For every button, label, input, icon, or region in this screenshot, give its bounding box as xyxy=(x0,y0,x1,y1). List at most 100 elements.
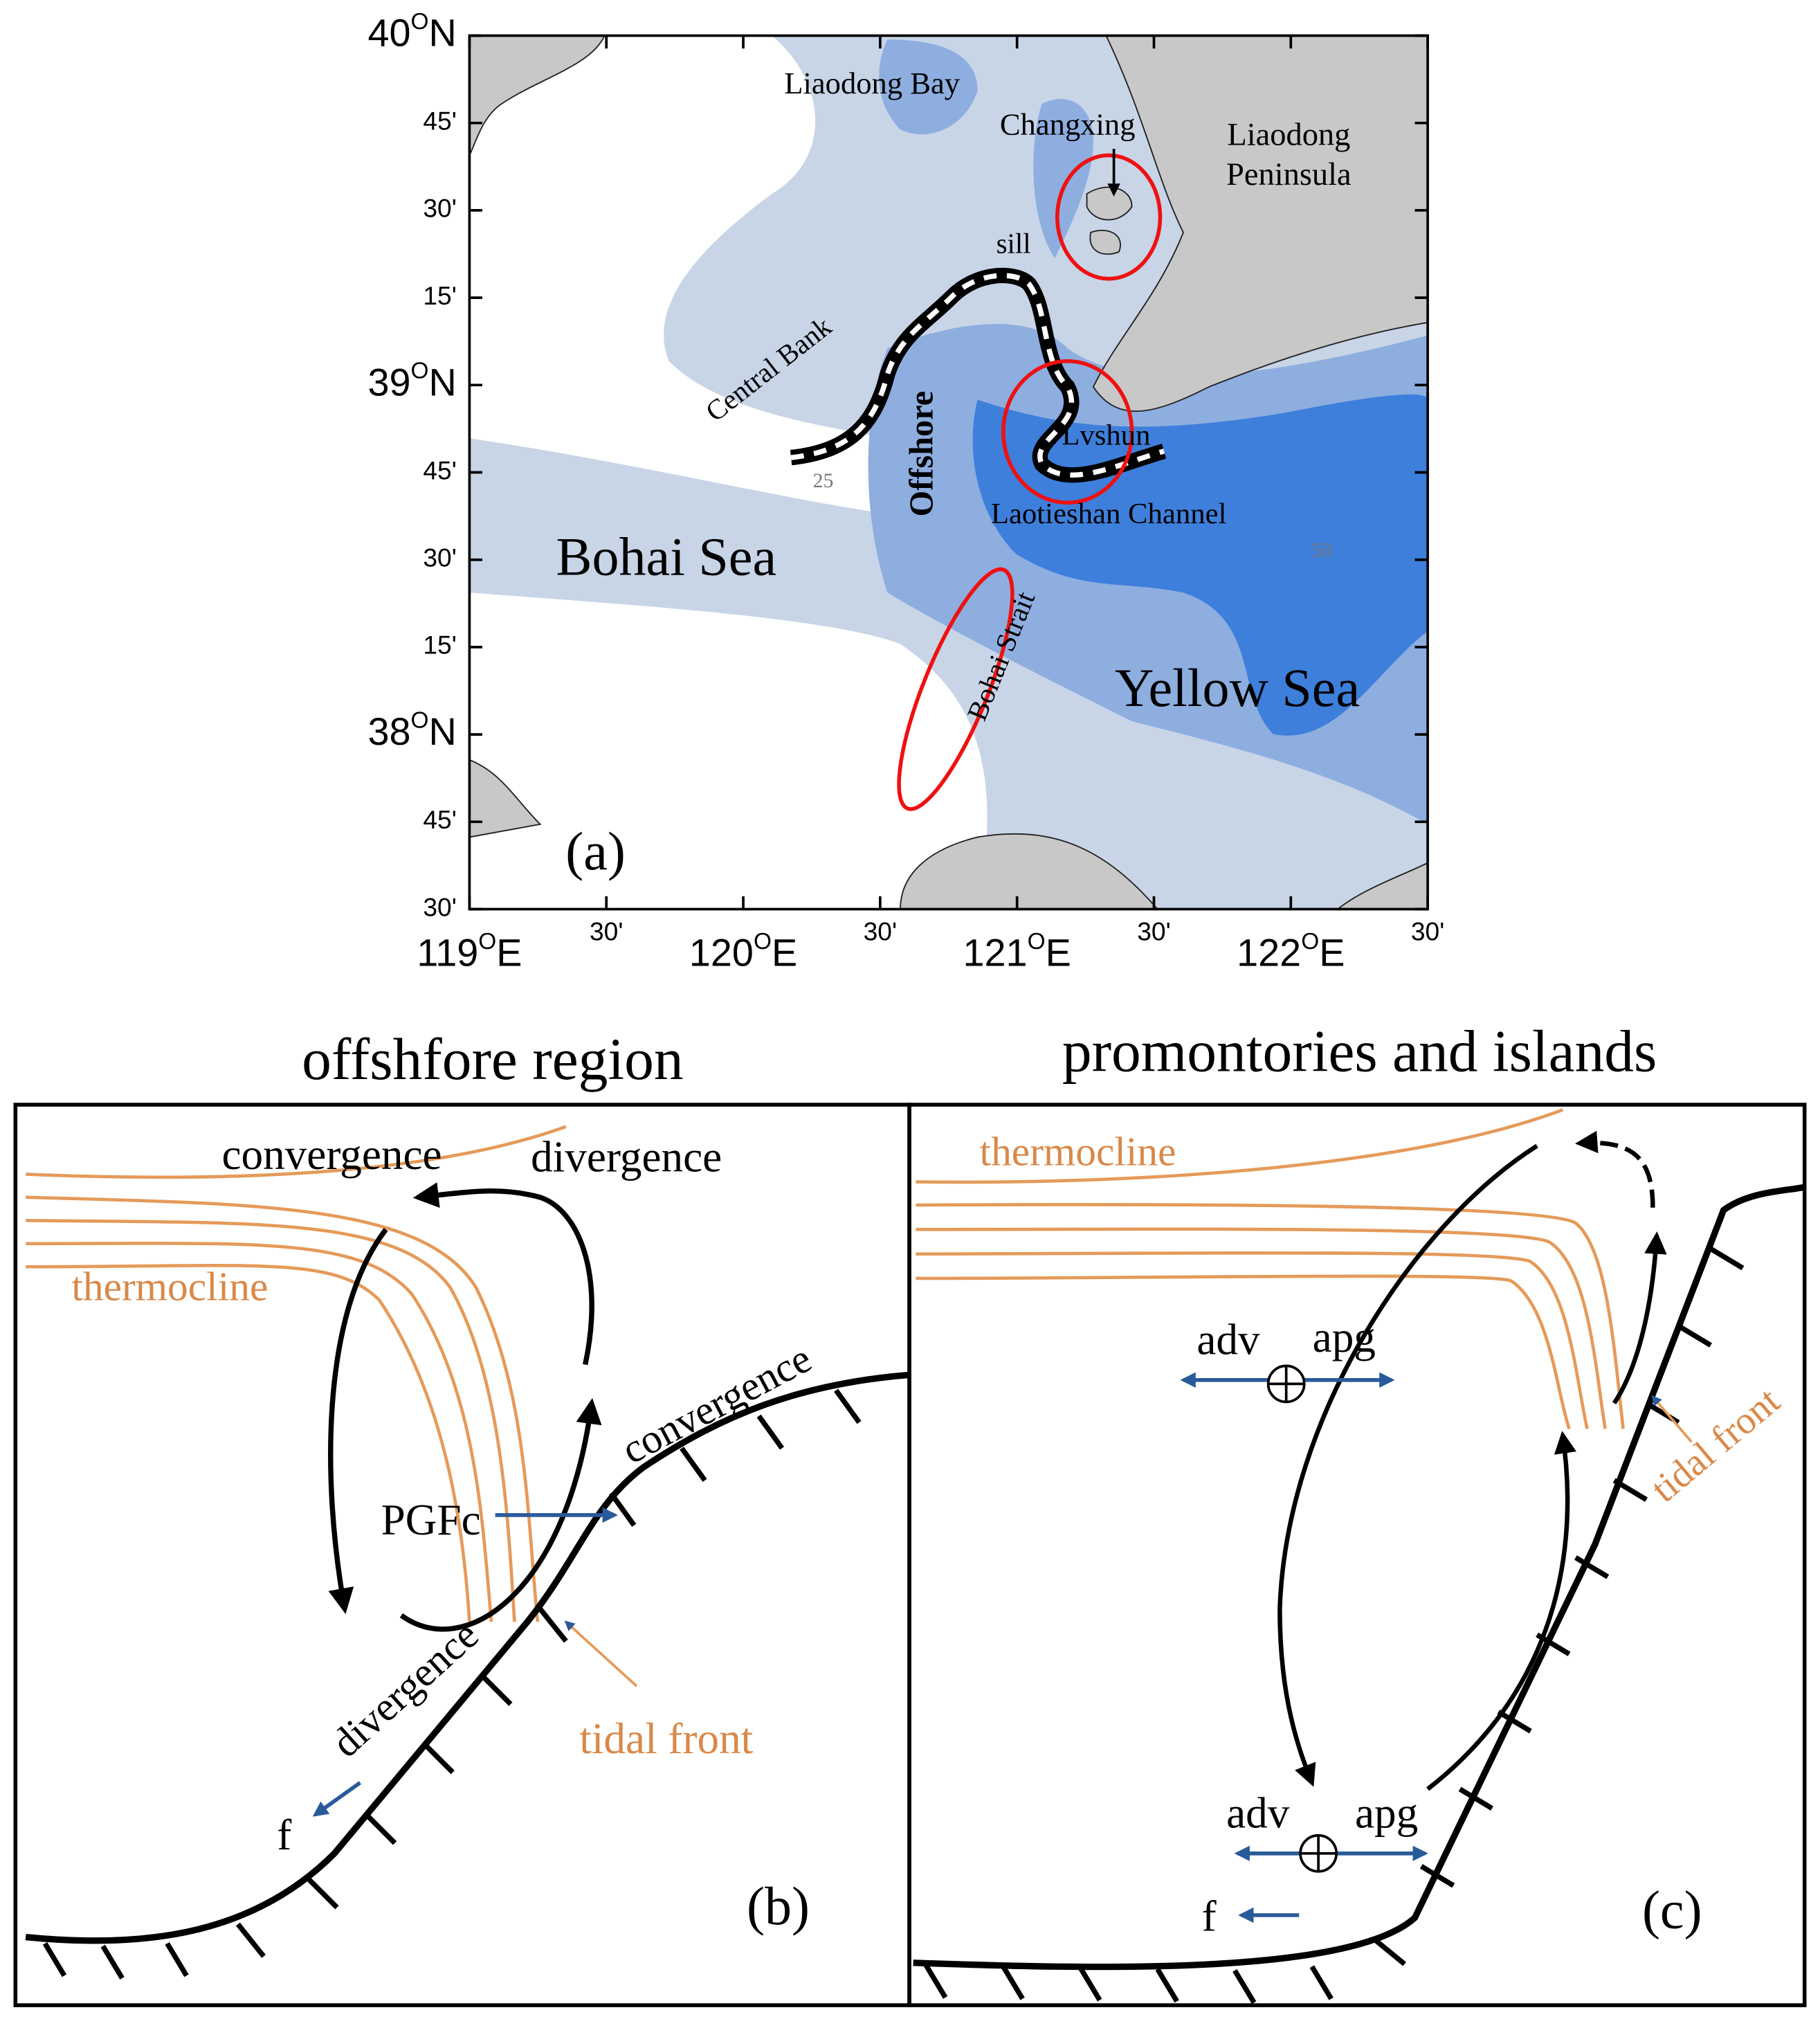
tick-label: 15' xyxy=(423,281,456,310)
seabed-hatch xyxy=(1309,1965,1334,2000)
tick-hemisphere: E xyxy=(1319,931,1345,974)
seabed-hatch xyxy=(100,1944,125,1980)
diagram-label: adv xyxy=(1196,1316,1260,1364)
tick-label: 39ON xyxy=(368,359,457,404)
tick-label: 121OE xyxy=(963,929,1071,974)
tick-label: 30' xyxy=(423,892,456,921)
seabed-hatch xyxy=(1155,1968,1179,2003)
tick-degrees: 120 xyxy=(689,931,754,974)
tick-label: 38ON xyxy=(368,707,457,752)
tick-degree-sign: O xyxy=(411,9,429,35)
tick-label: 122OE xyxy=(1237,929,1345,974)
seabed-hatch xyxy=(834,1388,862,1424)
diagram-label: thermocline xyxy=(980,1128,1176,1174)
diagram-label: tidal front xyxy=(579,1714,753,1763)
tick-label: 30' xyxy=(1411,917,1444,946)
tick-label: 30' xyxy=(590,917,623,946)
diagram-label: PGFc xyxy=(381,1496,481,1544)
seabed-hatch xyxy=(42,1941,67,1977)
tick-label: 30' xyxy=(864,917,897,946)
diagram-label: apg xyxy=(1355,1789,1418,1838)
place-label: Lvshun xyxy=(1062,419,1150,452)
panel-title: offshfore region xyxy=(302,1027,684,1092)
tick-degree-sign: O xyxy=(1028,929,1046,954)
tick-degrees: 40 xyxy=(368,11,411,54)
seabed-hatch xyxy=(1709,1247,1745,1271)
diagram-label: adv xyxy=(1226,1789,1290,1838)
tick-hemisphere: N xyxy=(429,11,457,54)
seabed-hatch xyxy=(235,1922,266,1958)
seabed-hatch xyxy=(1677,1323,1712,1348)
seabed-hatch xyxy=(365,1813,397,1845)
tick-degree-sign: O xyxy=(754,929,772,954)
seabed-hatch xyxy=(1001,1965,1025,2000)
diagram-label: f xyxy=(1202,1892,1217,1940)
place-label: Liaodong xyxy=(1227,117,1350,152)
tick-label: 45' xyxy=(423,805,456,834)
seabed-hatch xyxy=(1374,1939,1407,1966)
tick-degree-sign: O xyxy=(411,707,429,733)
tick-label: 40ON xyxy=(368,9,457,54)
seabed-hatch xyxy=(924,1964,948,1999)
tick-degree-sign: O xyxy=(478,929,496,954)
tick-label: 30' xyxy=(423,194,456,223)
panel-frame xyxy=(907,1103,1807,2007)
tick-degrees: 39 xyxy=(368,361,411,404)
seabed-hatch xyxy=(608,1492,637,1527)
contour-label: 50 xyxy=(1312,539,1333,561)
tick-degree-sign: O xyxy=(1301,929,1319,954)
tick-label: 120OE xyxy=(689,929,797,974)
place-label: Liaodong Bay xyxy=(784,66,961,100)
panel-title: promontories and islands xyxy=(1062,1020,1657,1085)
seabed-hatch xyxy=(1497,1710,1532,1734)
diagram-b xyxy=(25,1125,910,1980)
tick-label: 45' xyxy=(423,107,456,136)
place-label: Changxing xyxy=(1000,107,1136,142)
seabed-hatch xyxy=(480,1674,513,1706)
seabed-hatch xyxy=(165,1941,189,1977)
seabed-hatch xyxy=(538,1607,568,1643)
diagram-label: tidal front xyxy=(1643,1379,1788,1511)
tick-label: 30' xyxy=(423,543,456,572)
panel-label: (a) xyxy=(565,821,626,881)
panel-label: (b) xyxy=(747,1876,810,1936)
tick-hemisphere: E xyxy=(772,931,797,974)
place-label: Offshore xyxy=(904,391,940,517)
diagram-c xyxy=(913,1108,1805,2004)
place-label: Yellow Sea xyxy=(1115,658,1360,718)
tick-label: 119OE xyxy=(417,929,522,974)
seabed-hatch xyxy=(1612,1478,1648,1502)
diagram-label: convergence xyxy=(615,1335,819,1473)
contour-label: 25 xyxy=(813,470,834,492)
tick-degree-sign: O xyxy=(411,359,429,384)
diagram-label: apg xyxy=(1313,1313,1376,1361)
seabed-hatch xyxy=(756,1414,785,1450)
map-area xyxy=(469,35,1428,909)
tick-degrees: 38 xyxy=(368,710,411,753)
diagram-label: divergence xyxy=(531,1133,722,1181)
seabed-hatch xyxy=(1458,1786,1493,1811)
diagram-label: convergence xyxy=(221,1130,442,1179)
tick-degrees: 121 xyxy=(963,931,1028,974)
seabed-hatch xyxy=(307,1877,339,1910)
diagram-label: thermocline xyxy=(71,1264,268,1310)
place-label: Bohai Sea xyxy=(556,526,776,586)
tick-label: 30' xyxy=(1137,917,1170,946)
tick-degrees: 119 xyxy=(417,931,478,974)
tick-hemisphere: N xyxy=(429,361,457,404)
place-label: Peninsula xyxy=(1226,157,1352,192)
diagram-label: divergence xyxy=(322,1611,486,1766)
seabed-hatch xyxy=(680,1447,707,1482)
tick-degrees: 122 xyxy=(1237,931,1301,974)
tick-label: 45' xyxy=(423,455,456,485)
seabed-hatch xyxy=(1574,1555,1610,1579)
seabed-hatch xyxy=(1419,1864,1455,1888)
tick-hemisphere: N xyxy=(429,710,457,753)
place-label: Laotieshan Channel xyxy=(991,498,1227,530)
diagram-label: f xyxy=(277,1811,292,1859)
seabed-hatch xyxy=(1078,1966,1102,2002)
panel-label: (c) xyxy=(1642,1880,1702,1940)
tick-label: 15' xyxy=(423,631,456,660)
place-label: sill xyxy=(997,228,1031,260)
